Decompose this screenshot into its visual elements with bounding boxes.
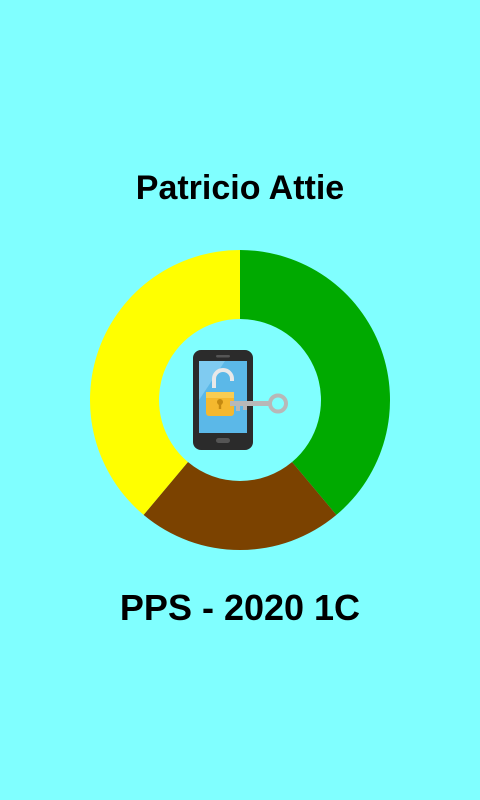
logo-ring-svg: [90, 250, 390, 550]
author-name: Patricio Attie: [135, 169, 345, 207]
ring-segment-brown: [143, 462, 337, 550]
ring-segment-yellow: [90, 250, 241, 515]
course-label: PPS - 2020 1C: [119, 587, 361, 628]
splash-logo-ring: [90, 250, 390, 550]
phone-unlock-key-icon: [190, 350, 290, 450]
ring-segment-green: [240, 250, 390, 515]
